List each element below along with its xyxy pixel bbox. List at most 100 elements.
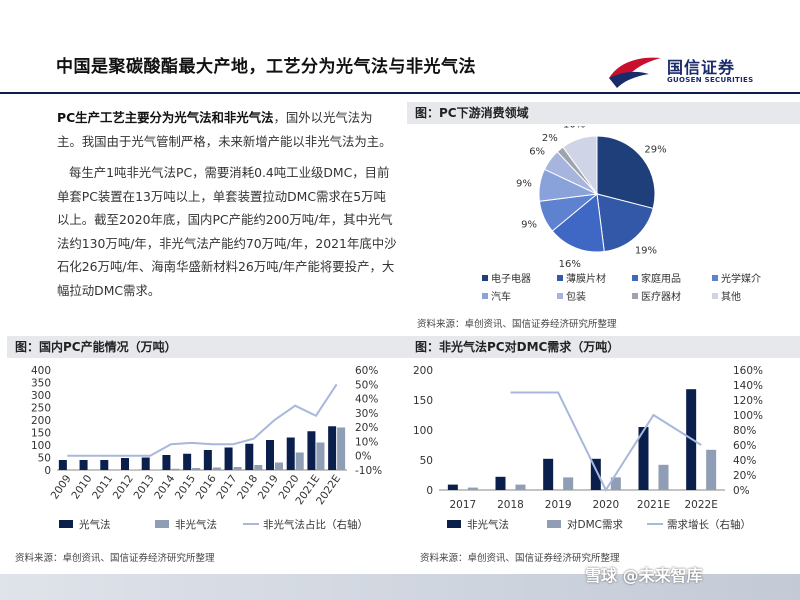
guosen-logo: 国信证券 GUOSEN SECURITIES <box>605 52 790 90</box>
legend-swatch <box>59 520 73 528</box>
pie-value-label: 19% <box>635 246 657 257</box>
pie-legend-swatch <box>557 293 563 299</box>
y-right-tick: 80% <box>733 425 756 437</box>
bar <box>706 449 717 490</box>
x-tick-label: 2011 <box>90 473 115 502</box>
bar <box>212 467 221 470</box>
dmc-source: 资料来源：卓创资讯、国信证券经济研究所整理 <box>420 553 620 564</box>
pie-value-label: 16% <box>559 259 581 270</box>
bar <box>203 450 212 470</box>
y-right-tick: 30% <box>355 408 378 420</box>
y-right-tick: 120% <box>733 395 763 407</box>
pie-legend-label: 电子电器 <box>491 272 531 285</box>
capacity-source: 资料来源：卓创资讯、国信证券经济研究所整理 <box>15 553 215 564</box>
logo-name: 国信证券 <box>667 58 736 77</box>
pie-legend-label: 汽车 <box>491 290 511 303</box>
x-tick-label: 2017 <box>449 499 476 511</box>
y-left-tick: 50 <box>420 455 433 467</box>
y-left-tick: 50 <box>38 453 51 465</box>
bar <box>447 484 458 490</box>
y-left-tick: 400 <box>31 365 51 377</box>
x-tick-label: 2016 <box>194 473 219 502</box>
guosen-logo-icon <box>609 57 661 88</box>
x-tick-label: 2017 <box>214 473 239 502</box>
pie-value-label: 6% <box>529 147 545 158</box>
header-rule <box>0 92 800 94</box>
legend-label: 非光气法 <box>175 518 217 531</box>
bar <box>224 447 233 470</box>
intro-text: PC生产工艺主要分为光气法和非光气法，国外以光气法为主。我国由于光气管制严格，未… <box>57 106 397 310</box>
pie-value-label: 10% <box>563 126 585 131</box>
intro-p2: 每生产1吨非光气法PC，需要消耗0.4吨工业级DMC，目前单套PC装置在13万吨… <box>57 165 397 298</box>
legend-label: 非光气法占比（右轴） <box>263 518 368 531</box>
pie-legend-swatch <box>632 293 638 299</box>
bar <box>183 453 192 470</box>
bar <box>515 484 526 490</box>
bar <box>171 468 180 470</box>
bar <box>121 458 129 470</box>
y-right-tick: 40% <box>355 394 378 406</box>
bar <box>563 477 574 490</box>
y-right-tick: 160% <box>733 365 763 377</box>
bar <box>610 477 621 490</box>
x-tick-label: 2012 <box>111 473 136 502</box>
intro-p1-bold: PC生产工艺主要分为光气法和非光气法 <box>57 110 274 125</box>
x-tick-label: 2018 <box>497 499 524 511</box>
bar <box>58 460 67 470</box>
watermark: 雪球 @未来智库 <box>585 566 703 585</box>
bar <box>79 460 88 470</box>
pie-legend-swatch <box>632 275 638 281</box>
y-right-tick: 20% <box>355 422 378 434</box>
x-tick-label: 2010 <box>69 473 94 502</box>
pie-value-label: 2% <box>542 133 558 144</box>
series-line <box>67 383 338 457</box>
legend-label: 对DMC需求 <box>567 518 623 531</box>
pie-value-label: 9% <box>521 219 537 230</box>
y-right-tick: 60% <box>733 440 756 452</box>
pie-legend-swatch <box>712 275 718 281</box>
dmc-panel-title: 图：非光气法PC对DMC需求（万吨） <box>407 336 800 358</box>
pie-legend-label: 家庭用品 <box>641 272 681 285</box>
logo-english: GUOSEN SECURITIES <box>667 76 754 84</box>
y-left-tick: 0 <box>426 485 433 497</box>
legend-label: 非光气法 <box>467 518 509 531</box>
intro-p1-rest: ，国外以光气法为主。我国由于光气管制严格，未来新增产能以非光气法为主。 <box>57 110 392 149</box>
y-left-tick: 0 <box>44 465 51 477</box>
bar <box>316 442 325 470</box>
legend-swatch <box>155 520 169 528</box>
x-tick-label: 2013 <box>132 473 157 502</box>
y-right-tick: -10% <box>355 465 382 477</box>
pie-legend-swatch <box>482 293 488 299</box>
legend-swatch <box>447 520 461 528</box>
bar <box>192 468 201 470</box>
x-tick-label: 2018 <box>235 473 260 502</box>
y-left-tick: 350 <box>31 378 51 390</box>
bar <box>100 460 109 470</box>
y-right-tick: 0% <box>733 485 750 497</box>
x-tick-label: 2019 <box>545 499 572 511</box>
bar <box>328 426 337 470</box>
bar <box>266 440 274 470</box>
pie-slice <box>596 193 654 253</box>
legend-swatch <box>547 520 561 528</box>
pie-legend-swatch <box>712 293 718 299</box>
pie-legend-label: 光学媒介 <box>721 272 761 285</box>
bar <box>658 464 669 490</box>
capacity-panel-title: 图：国内PC产能情况（万吨） <box>7 336 408 358</box>
x-tick-label: 2021E <box>637 499 670 511</box>
bar <box>275 462 283 470</box>
pie-legend-label: 薄膜片材 <box>566 272 606 285</box>
x-tick-label: 2019 <box>256 473 281 502</box>
bar <box>337 427 346 470</box>
pie-slice <box>562 135 598 196</box>
footer-band <box>0 574 800 600</box>
x-tick-label: 2009 <box>49 473 74 502</box>
bar <box>295 452 304 470</box>
x-tick-label: 2015 <box>173 473 198 502</box>
bar <box>307 431 316 470</box>
y-right-tick: 10% <box>355 436 378 448</box>
y-left-tick: 200 <box>413 365 433 377</box>
bar <box>245 443 254 470</box>
